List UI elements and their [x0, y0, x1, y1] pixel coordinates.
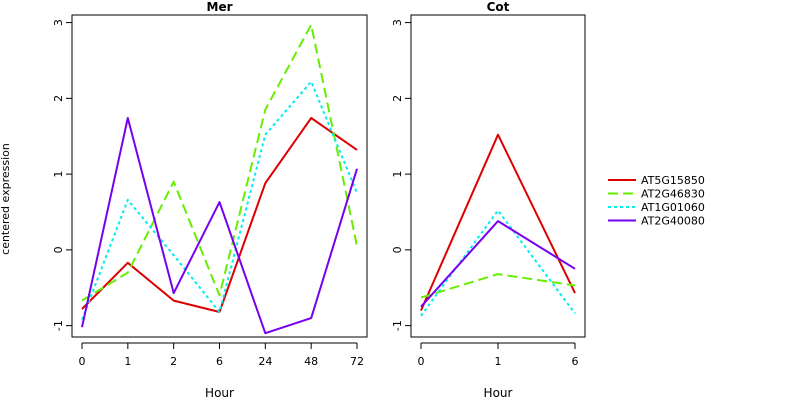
series-line-at2g40080	[420, 220, 576, 308]
series-line-at2g46830	[420, 273, 576, 299]
y-tick-label: 1	[52, 171, 65, 178]
chart-panels: Mer -1 0 1 2 3 0 1 2 6 24 48 72 Hour Cot -1 0 1 2 3 0 1 6 Hour	[52, 0, 586, 400]
y-tick-label: -1	[52, 320, 65, 331]
y-tick-label: 3	[52, 19, 65, 26]
series-line-at2g46830	[81, 23, 358, 302]
x-tick-label: 0	[79, 355, 86, 368]
series-line-at2g40080	[81, 117, 358, 335]
series-line-at5g15850	[420, 133, 576, 311]
y-tick-label: 2	[52, 95, 65, 102]
legend-item: AT2G40080	[608, 215, 705, 228]
x-axis-label: Hour	[205, 386, 234, 400]
x-tick-label: 24	[258, 355, 272, 368]
chart-title: Cot	[487, 0, 510, 14]
x-tick-label: 6	[572, 355, 579, 368]
y-tick-label: 0	[391, 246, 404, 253]
y-axis-label: centered expression	[0, 143, 12, 255]
plot-frame	[410, 14, 586, 338]
x-tick-label: 1	[124, 355, 131, 368]
legend-label: AT5G15850	[641, 174, 705, 187]
plot-frame	[71, 14, 368, 338]
y-tick-label: -1	[391, 320, 404, 331]
series-line-at1g01060	[81, 80, 358, 320]
series-line-at5g15850	[81, 117, 358, 313]
x-axis-label: Hour	[484, 386, 513, 400]
chart-panel-cot: Cot -1 0 1 2 3 0 1 6 Hour	[391, 0, 586, 400]
y-tick-label: 2	[391, 95, 404, 102]
x-tick-label: 72	[350, 355, 364, 368]
legend-item: AT5G15850	[608, 174, 705, 187]
x-tick-label: 1	[495, 355, 502, 368]
legend-label: AT1G01060	[641, 201, 705, 214]
x-tick-label: 0	[418, 355, 425, 368]
legend-label: AT2G46830	[641, 188, 705, 201]
chart-panel-mer: Mer -1 0 1 2 3 0 1 2 6 24 48 72 Hour	[52, 0, 368, 400]
legend-item: AT1G01060	[608, 201, 705, 214]
x-tick-label: 2	[170, 355, 177, 368]
y-tick-label: 1	[391, 171, 404, 178]
x-tick-label: 6	[216, 355, 223, 368]
legend-item: AT2G46830	[608, 188, 705, 201]
series-line-at1g01060	[420, 209, 576, 317]
chart-title: Mer	[207, 0, 233, 14]
x-tick-label: 48	[304, 355, 318, 368]
legend-label: AT2G40080	[641, 215, 705, 228]
y-tick-label: 3	[391, 19, 404, 26]
y-tick-label: 0	[52, 246, 65, 253]
